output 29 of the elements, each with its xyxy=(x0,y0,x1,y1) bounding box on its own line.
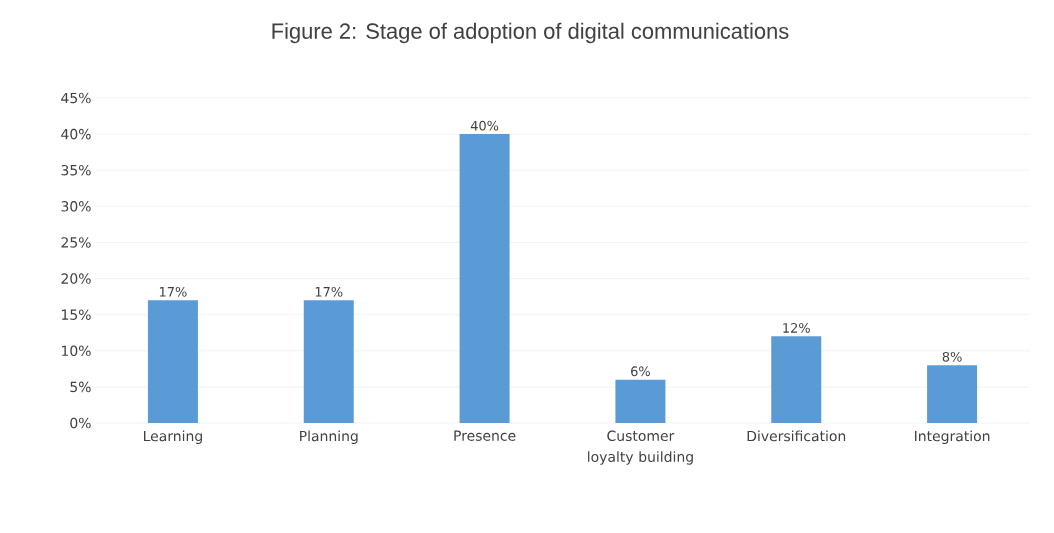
bar xyxy=(303,300,354,423)
y-tick-label: 5% xyxy=(70,381,91,393)
bar xyxy=(771,336,822,423)
y-tick-label: 0% xyxy=(70,417,91,429)
y-tick-label: 40% xyxy=(61,128,91,140)
data-label: 17% xyxy=(315,286,343,297)
x-tick-label: Integration xyxy=(915,430,990,445)
y-tick-label: 20% xyxy=(61,273,91,284)
bar xyxy=(615,379,666,423)
y-tick-label: 35% xyxy=(61,164,91,176)
bar xyxy=(927,365,978,423)
x-tick-label: Customer loyalty building xyxy=(588,430,693,465)
bar xyxy=(147,300,198,423)
x-tick-label: Diversification xyxy=(747,430,846,442)
data-label: 17% xyxy=(159,286,187,297)
y-tick-label: 25% xyxy=(61,237,91,248)
x-tick-label: Planning xyxy=(300,430,358,445)
x-tick-label: Learning xyxy=(144,430,202,445)
y-tick-label: 45% xyxy=(61,92,91,104)
data-label: 12% xyxy=(783,323,810,333)
data-label: 8% xyxy=(942,351,962,362)
data-label: 6% xyxy=(631,366,650,377)
data-label: 40% xyxy=(470,120,499,131)
y-tick-label: 30% xyxy=(61,201,91,212)
chart-title: Figure 2: Stage of adoption of digital communications xyxy=(272,22,789,44)
x-tick-label: Presence xyxy=(454,430,516,441)
bar xyxy=(459,134,510,423)
y-tick-label: 10% xyxy=(62,345,91,357)
y-tick-label: 15% xyxy=(62,309,91,320)
